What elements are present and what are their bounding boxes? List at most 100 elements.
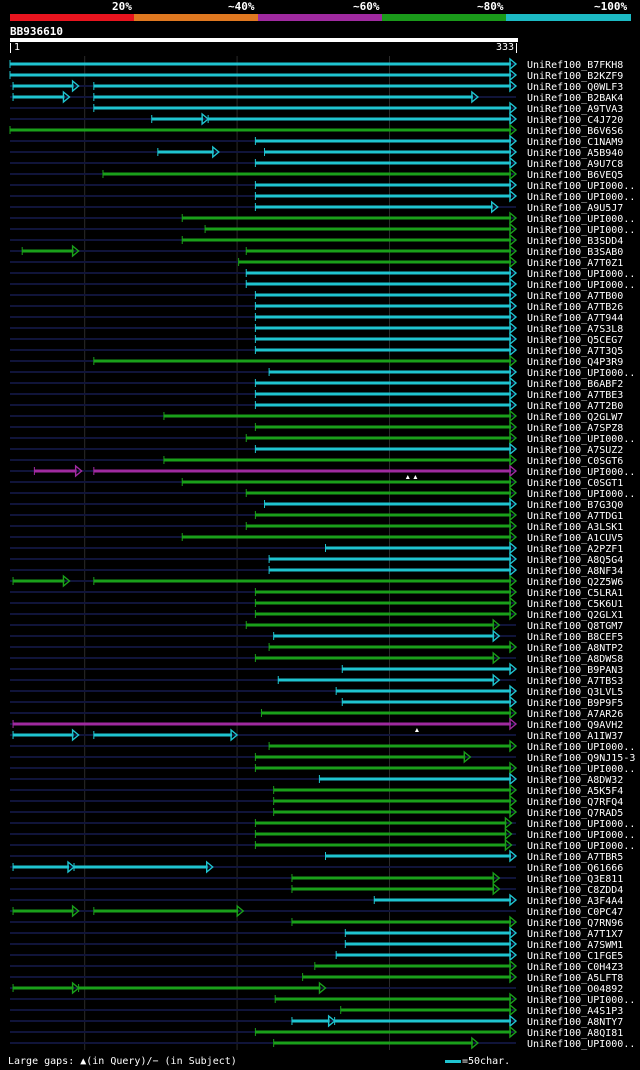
segment-arrowhead (509, 68, 518, 82)
gap-marker (414, 728, 419, 732)
legend-label-20: 20% (112, 0, 132, 13)
hit-label: UniRef100_B8CEF5 (527, 632, 623, 643)
hit-label: UniRef100_A8QI81 (527, 1028, 623, 1039)
query-end-tick (516, 43, 517, 53)
gap-legend: Large gaps: ▲(in Query)/− (in Subject) (8, 1056, 237, 1067)
segment-arrowhead (509, 332, 518, 346)
segment-arrowhead (509, 783, 518, 797)
hit-label: UniRef100_UPI000.. (527, 434, 635, 445)
segment-arrowhead (509, 222, 518, 236)
segment-arrowhead (327, 1014, 336, 1028)
hit-label: UniRef100_C8ZDD4 (527, 885, 623, 896)
segment-arrowhead (509, 189, 518, 203)
segment-arrowhead (504, 827, 513, 841)
segment-arrowhead (509, 640, 518, 654)
hit-label: UniRef100_B7G3Q0 (527, 500, 623, 511)
segment-arrowhead (509, 849, 518, 863)
hit-label: UniRef100_A8NTP2 (527, 643, 623, 654)
hit-label: UniRef100_UPI000.. (527, 467, 635, 478)
hit-label: UniRef100_C1NAM9 (527, 137, 623, 148)
segment-arrowhead (491, 200, 499, 214)
segment-arrowhead (492, 882, 501, 896)
segment-arrowhead (492, 651, 501, 665)
hit-label: UniRef100_A9TVA3 (527, 104, 623, 115)
segment-arrowhead (492, 673, 501, 687)
segment-arrowhead (71, 728, 80, 742)
segment-arrowhead (509, 915, 518, 929)
hit-label: UniRef100_UPI000.. (527, 830, 635, 841)
gap-marker (413, 475, 418, 479)
segment-arrowhead (509, 321, 518, 335)
segment-arrowhead (509, 431, 518, 445)
hit-label: UniRef100_A7TDG1 (527, 511, 623, 522)
segment-arrowhead (509, 1025, 518, 1039)
hit-label: UniRef100_A7T1X7 (527, 929, 623, 940)
hit-label: UniRef100_C0PC47 (527, 907, 623, 918)
hit-label: UniRef100_UPI000.. (527, 841, 635, 852)
hit-label: UniRef100_A4S1P3 (527, 1006, 623, 1017)
hit-label: UniRef100_UPI000.. (527, 764, 635, 775)
hit-label: UniRef100_A7TB00 (527, 291, 623, 302)
segment-arrowhead (509, 970, 518, 984)
hit-label: UniRef100_A9U5J7 (527, 203, 623, 214)
segment-arrowhead (509, 79, 518, 93)
gap-marker (405, 475, 410, 479)
hit-label: UniRef100_UPI000.. (527, 819, 635, 830)
hit-label: UniRef100_Q7RAD5 (527, 808, 623, 819)
segment-arrowhead (492, 629, 501, 643)
scale-label: =50char. (462, 1056, 511, 1067)
segment-arrowhead (509, 354, 518, 368)
hit-label: UniRef100_UPI000.. (527, 489, 635, 500)
segment-arrowhead (509, 563, 518, 577)
hit-label: UniRef100_Q3E811 (527, 874, 623, 885)
segment-arrowhead (509, 541, 518, 555)
hit-label: UniRef100_B2BAK4 (527, 93, 623, 104)
segment-arrowhead (509, 244, 518, 258)
segment-arrowhead (509, 761, 518, 775)
hit-label: UniRef100_A7S3L8 (527, 324, 623, 335)
segment-arrowhead (509, 684, 518, 698)
hit-label: UniRef100_A8Q5G4 (527, 555, 623, 566)
hit-label: UniRef100_A5LFT8 (527, 973, 623, 984)
hit-label: UniRef100_A7AR26 (527, 709, 623, 720)
segment-arrowhead (509, 112, 518, 126)
hit-label: UniRef100_UPI000.. (527, 214, 635, 225)
segment-arrowhead (509, 805, 518, 819)
legend-label-40: ~40% (228, 0, 255, 13)
segment-arrowhead (509, 662, 518, 676)
segment-arrowhead (509, 893, 518, 907)
segment-arrowhead (471, 1036, 479, 1050)
segment-arrowhead (71, 981, 80, 995)
segment-arrowhead (74, 464, 83, 478)
query-bar (10, 38, 518, 42)
hit-label: UniRef100_C5LRA1 (527, 588, 623, 599)
segment-arrowhead (471, 90, 479, 104)
hit-label: UniRef100_B2KZF9 (527, 71, 623, 82)
hit-label: UniRef100_C4J720 (527, 115, 623, 126)
hit-label: UniRef100_Q61666 (527, 863, 623, 874)
hit-label: UniRef100_Q7RN96 (527, 918, 623, 929)
segment-arrowhead (509, 343, 518, 357)
segment-arrowhead (67, 860, 76, 874)
legend-color-60 (258, 14, 382, 21)
hit-label: UniRef100_C0SGT6 (527, 456, 623, 467)
segment-arrowhead (509, 398, 518, 412)
hit-label: UniRef100_C5K6U1 (527, 599, 623, 610)
hit-label: UniRef100_A3LSK1 (527, 522, 623, 533)
segment-arrowhead (509, 266, 518, 280)
segment-arrowhead (201, 112, 210, 126)
segment-arrowhead (509, 167, 518, 181)
segment-arrowhead (509, 288, 518, 302)
segment-arrowhead (509, 255, 518, 269)
segment-arrowhead (71, 244, 80, 258)
hit-label: UniRef100_UPI000.. (527, 280, 635, 291)
segment-arrowhead (509, 299, 518, 313)
segment-arrowhead (509, 508, 518, 522)
segment-arrowhead (509, 992, 518, 1006)
hit-label: UniRef100_A7T0Z1 (527, 258, 623, 269)
segment-arrowhead (463, 750, 472, 764)
hit-label: UniRef100_Q4P3R9 (527, 357, 623, 368)
segment-arrowhead (509, 453, 518, 467)
segment-arrowhead (509, 134, 518, 148)
segment-arrowhead (509, 497, 518, 511)
